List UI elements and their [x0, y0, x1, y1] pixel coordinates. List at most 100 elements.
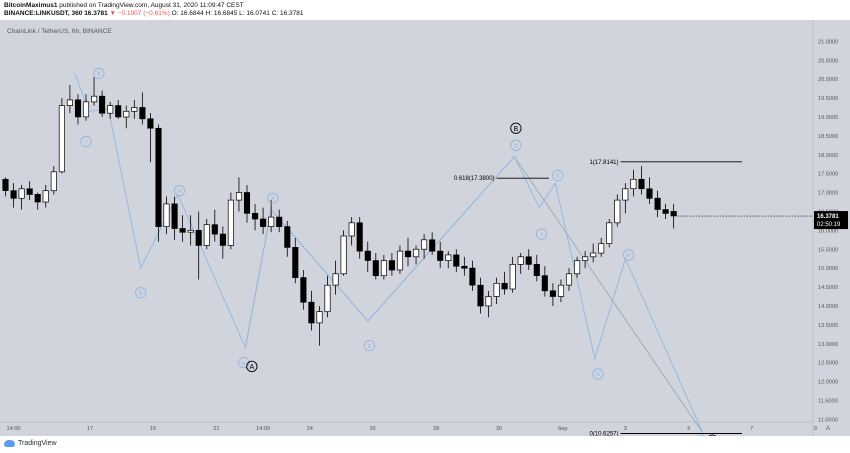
candle [469, 260, 476, 291]
time-tick-label: 30 [496, 426, 502, 432]
candle [74, 94, 82, 125]
candle-down-body [437, 250, 444, 261]
fib-level-label: 0(10.6257) [589, 431, 618, 436]
price-tick-label: 14.5000 [818, 285, 838, 291]
candle-up-body [421, 239, 428, 250]
wave-label-text: iv [177, 189, 181, 195]
candle-down-body [646, 188, 653, 199]
candle [348, 217, 355, 246]
candle [211, 209, 218, 242]
candle [662, 203, 669, 220]
candle-up-body [107, 105, 114, 114]
candle-up-body [493, 282, 500, 297]
wave-label: A [246, 360, 258, 373]
publish-info: BitcoinMaximus1 published on TradingView… [4, 2, 244, 9]
candle-down-body [364, 250, 371, 261]
candle-up-body [58, 105, 65, 173]
candle [332, 260, 339, 295]
candle-down-body [147, 118, 154, 129]
candle-down-body [74, 99, 82, 118]
time-tick-label: 17 [87, 426, 93, 432]
candle-up-body [163, 203, 170, 227]
candle [477, 277, 484, 314]
wave-label: iv [622, 249, 635, 261]
candle-up-body [340, 235, 347, 275]
candle-down-body [662, 209, 669, 214]
candle [364, 241, 371, 272]
candle-up-body [396, 250, 404, 271]
candle-up-body [82, 101, 90, 118]
candle-down-body [541, 275, 548, 292]
candle-up-body [606, 222, 613, 244]
wave-label-circle [622, 249, 635, 261]
candle-up-body [590, 252, 597, 258]
time-tick-label: 9 [814, 426, 817, 432]
wave-label-text: iii [139, 291, 143, 297]
wave-label: i [535, 228, 548, 240]
time-tick-label: 28 [433, 426, 439, 432]
wave-label: c [510, 139, 522, 151]
price-change: ▼ −0.1007 (−0.61%) [109, 10, 170, 17]
candle [549, 283, 556, 306]
candle [292, 237, 299, 284]
chart-title: ChainLink / TetherUS, 6h, BINANCE [7, 28, 112, 35]
wave-label-circle [510, 139, 522, 151]
price-tick-label: 15.5000 [818, 247, 838, 253]
candle-up-body [380, 260, 387, 277]
candle [533, 254, 540, 282]
candle-up-body [66, 99, 73, 106]
wave-label: ii [552, 169, 564, 182]
candle-up-body [582, 256, 589, 261]
wave-label-text: v [242, 361, 245, 367]
candle [284, 220, 291, 257]
price-tick-label: 16.0000 [818, 228, 838, 234]
candle-down-body [501, 282, 508, 290]
fib-level-label: 0.618(17.3800) [454, 176, 495, 182]
candle-up-body [131, 107, 138, 112]
candle [99, 90, 106, 117]
candle [356, 217, 363, 259]
candle [235, 177, 243, 212]
time-tick-label: 5 [687, 426, 690, 432]
candle [163, 196, 170, 235]
price-tick-label: 17.0000 [818, 191, 838, 197]
candle-down-body [284, 226, 291, 248]
candle [26, 181, 33, 201]
price-tick-label: 19.0000 [818, 115, 838, 121]
candle-up-body [517, 256, 524, 265]
candle [308, 290, 315, 331]
wave-label-text: ii [556, 174, 559, 180]
wave-label-circle [80, 135, 92, 148]
candle [380, 254, 387, 280]
author-name[interactable]: BitcoinMaximus1 [4, 2, 58, 9]
candle-up-body [565, 273, 573, 286]
candle-up-body [235, 192, 243, 201]
candle-down-body [670, 211, 677, 217]
tradingview-logo[interactable]: TradingView [4, 440, 57, 447]
candle [437, 241, 444, 269]
candle [557, 279, 565, 303]
candle [622, 183, 629, 214]
wave-label-circle [592, 368, 604, 380]
price-tick-label: 17.5000 [818, 172, 838, 178]
price-tick-label: 20.0000 [818, 77, 838, 83]
candle-down-body [525, 256, 532, 265]
candle-down-body [469, 267, 476, 286]
price-tick-label: 19.5000 [818, 96, 838, 102]
candle [404, 237, 412, 267]
candle [388, 253, 395, 276]
candle [598, 237, 605, 257]
candle [50, 166, 57, 195]
candle-down-body [549, 290, 556, 297]
candle [453, 249, 460, 272]
candle-down-body [388, 260, 395, 271]
candle-down-body [477, 284, 484, 307]
price-chart[interactable]: ChainLink / TetherUS, 6h, BINANCE 1(17.8… [0, 20, 850, 436]
wave-label-circle [173, 185, 186, 197]
candle [461, 256, 468, 276]
candle [82, 94, 90, 121]
candle-down-body [139, 107, 146, 120]
candle [243, 184, 251, 223]
price-tick-label: 11.0000 [818, 417, 838, 423]
candle [574, 256, 581, 278]
